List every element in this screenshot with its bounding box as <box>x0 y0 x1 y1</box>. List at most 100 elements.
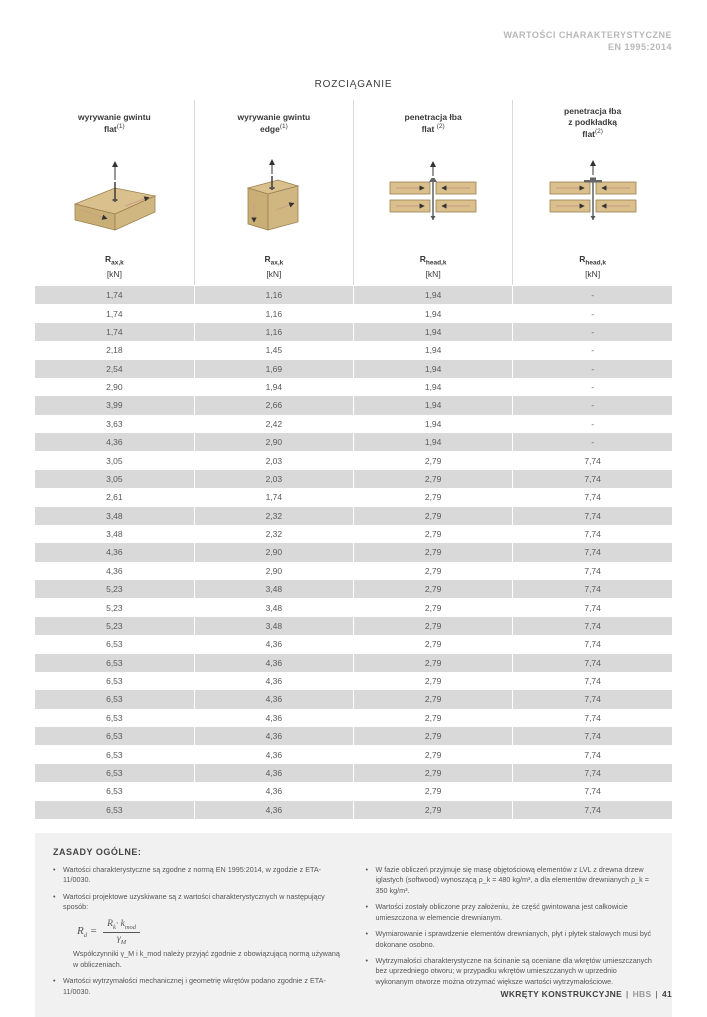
note-after-formula: Współczynniki γ_M i k_mod należy przyjąć… <box>63 949 342 970</box>
table-row: 2,541,691,94- <box>35 360 672 378</box>
table-cell: 3,05 <box>35 451 194 469</box>
table-cell: 7,74 <box>513 507 672 525</box>
corner-line2: EN 1995:2014 <box>35 42 672 54</box>
table-cell: 6,53 <box>35 782 194 800</box>
table-cell: 3,05 <box>35 470 194 488</box>
table-cell: 4,36 <box>194 727 353 745</box>
symbol-row: Rax,k Rax,k Rhead,k Rhead,k <box>35 250 672 268</box>
symbol-3: Rhead,k <box>513 250 672 268</box>
table-cell: 7,74 <box>513 470 672 488</box>
unit-0: [kN] <box>35 268 194 286</box>
table-cell: 2,32 <box>194 507 353 525</box>
table-row: 6,534,362,797,74 <box>35 801 672 819</box>
table-cell: 1,45 <box>194 341 353 359</box>
table-cell: 4,36 <box>35 543 194 561</box>
table-cell: 1,74 <box>35 304 194 322</box>
table-row: 1,741,161,94- <box>35 304 672 322</box>
unit-2: [kN] <box>354 268 513 286</box>
table-cell: 1,94 <box>354 304 513 322</box>
footer-label: WKRĘTY KONSTRUKCYJNE <box>501 989 623 999</box>
note-left-0: Wartości charakterystyczne są zgodne z n… <box>53 865 342 886</box>
table-cell: 2,90 <box>194 562 353 580</box>
symbol-2: Rhead,k <box>354 250 513 268</box>
table-cell: 1,94 <box>354 360 513 378</box>
note-right-3: Wytrzymałości charakterystyczne na ścina… <box>366 956 655 987</box>
table-cell: 1,16 <box>194 323 353 341</box>
diagram-head-washer <box>513 146 672 250</box>
table-cell: - <box>513 415 672 433</box>
table-cell: - <box>513 360 672 378</box>
table-row: 5,233,482,797,74 <box>35 598 672 616</box>
table-cell: 7,74 <box>513 801 672 819</box>
table-cell: 1,74 <box>194 488 353 506</box>
table-row: 4,362,901,94- <box>35 433 672 451</box>
table-cell: 1,94 <box>354 378 513 396</box>
table-cell: - <box>513 396 672 414</box>
table-cell: 7,74 <box>513 690 672 708</box>
table-cell: 2,42 <box>194 415 353 433</box>
table-cell: 2,79 <box>354 709 513 727</box>
table-cell: 2,90 <box>194 543 353 561</box>
table-row: 3,482,322,797,74 <box>35 525 672 543</box>
table-row: 5,233,482,797,74 <box>35 580 672 598</box>
table-cell: 2,79 <box>354 672 513 690</box>
note-left-1: Wartości projektowe uzyskiwane są z wart… <box>53 892 342 913</box>
table-row: 6,534,362,797,74 <box>35 764 672 782</box>
table-row: 6,534,362,797,74 <box>35 690 672 708</box>
table-cell: 3,48 <box>35 525 194 543</box>
diagram-flat-withdrawal <box>35 146 194 250</box>
table-cell: 2,79 <box>354 507 513 525</box>
table-cell: 4,36 <box>194 801 353 819</box>
table-cell: 6,53 <box>35 727 194 745</box>
table-row: 6,534,362,797,74 <box>35 654 672 672</box>
table-cell: 2,79 <box>354 782 513 800</box>
formula: Rd = Rk· kmod γM <box>77 919 342 946</box>
table-row: 3,052,032,797,74 <box>35 451 672 469</box>
col-header-0: wyrywanie gwintu flat(1) <box>35 100 194 146</box>
table-cell: 2,32 <box>194 525 353 543</box>
table-cell: 6,53 <box>35 654 194 672</box>
table-cell: 4,36 <box>194 745 353 763</box>
table-row: 1,741,161,94- <box>35 323 672 341</box>
table-cell: 2,79 <box>354 617 513 635</box>
table-cell: 4,36 <box>194 635 353 653</box>
table-row: 2,181,451,94- <box>35 341 672 359</box>
table-cell: 7,74 <box>513 635 672 653</box>
table-cell: 5,23 <box>35 580 194 598</box>
table-cell: 7,74 <box>513 727 672 745</box>
table-cell: 2,79 <box>354 543 513 561</box>
table-cell: 2,79 <box>354 654 513 672</box>
table-cell: 1,94 <box>354 286 513 305</box>
notes-title: ZASADY OGÓLNE: <box>53 847 654 857</box>
col-header-2: penetracja łba flat (2) <box>354 100 513 146</box>
table-cell: 7,74 <box>513 451 672 469</box>
table-row: 1,741,161,94- <box>35 286 672 305</box>
table-cell: 1,74 <box>35 286 194 305</box>
table-cell: 6,53 <box>35 635 194 653</box>
table-cell: 2,18 <box>35 341 194 359</box>
table-row: 4,362,902,797,74 <box>35 562 672 580</box>
table-cell: 7,74 <box>513 654 672 672</box>
unit-row: [kN] [kN] [kN] [kN] <box>35 268 672 286</box>
table-cell: 3,48 <box>194 598 353 616</box>
table-cell: 1,94 <box>354 433 513 451</box>
table-cell: 1,74 <box>35 323 194 341</box>
symbol-0: Rax,k <box>35 250 194 268</box>
table-row: 3,052,032,797,74 <box>35 470 672 488</box>
table-cell: 7,74 <box>513 580 672 598</box>
table-cell: 1,94 <box>354 415 513 433</box>
table-row: 3,632,421,94- <box>35 415 672 433</box>
table-cell: 2,03 <box>194 451 353 469</box>
table-cell: 1,16 <box>194 304 353 322</box>
table-cell: 4,36 <box>194 782 353 800</box>
table-cell: 6,53 <box>35 745 194 763</box>
col-header-1: wyrywanie gwintu edge(1) <box>194 100 353 146</box>
table-cell: 1,94 <box>354 341 513 359</box>
table-cell: 2,79 <box>354 801 513 819</box>
table-cell: 2,79 <box>354 451 513 469</box>
table-cell: - <box>513 433 672 451</box>
table-cell: 2,79 <box>354 562 513 580</box>
table-cell: 3,63 <box>35 415 194 433</box>
table-cell: 7,74 <box>513 562 672 580</box>
table-cell: 3,48 <box>194 617 353 635</box>
